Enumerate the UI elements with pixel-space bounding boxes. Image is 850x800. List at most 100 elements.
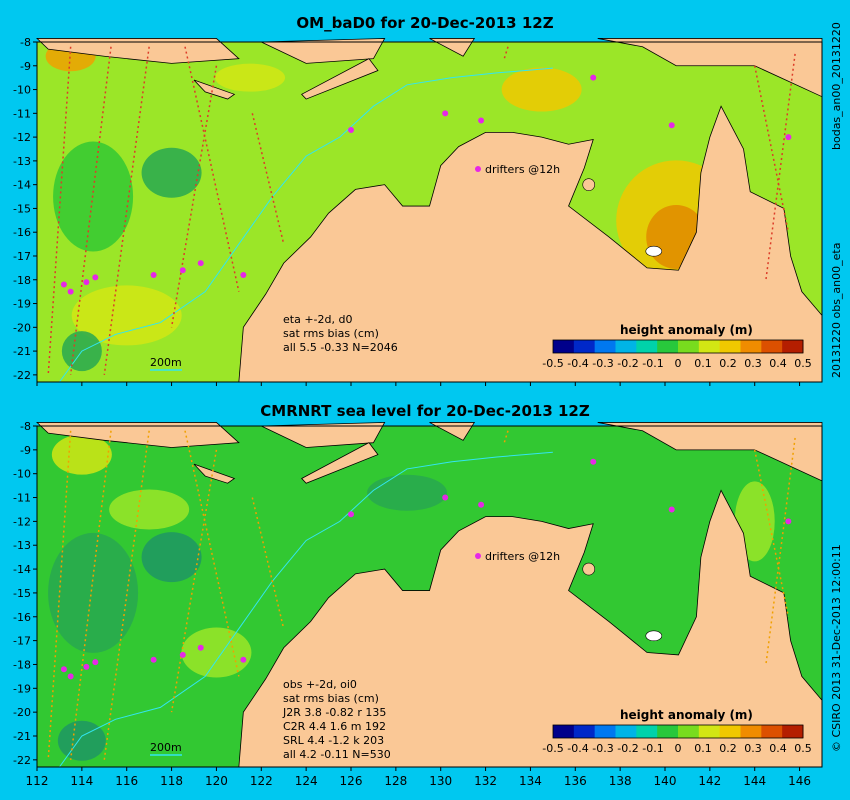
side-label-bottom: © CSIRO 2013 31-Dec-2013 12:00:11 (830, 544, 843, 752)
satellite-track (753, 65, 790, 233)
drifter-marker (442, 494, 449, 501)
side-label-top-upper: bodas_an00_20131220 (830, 22, 843, 150)
satellite-track (170, 449, 218, 713)
drifter-legend-icon (475, 553, 481, 559)
anomaly-region (51, 434, 112, 475)
colorbar-segment (657, 725, 679, 738)
satellite-track (184, 430, 240, 677)
colorbar-segment (698, 725, 721, 738)
colorbar-tick: 0.5 (794, 742, 812, 755)
colorbar-tick: -0.5 (542, 357, 563, 370)
drifter-marker (240, 656, 247, 663)
drifter-marker (179, 267, 186, 274)
lon-label: 132 (474, 774, 497, 788)
lat-label: -13 (13, 539, 31, 552)
lon-label: 138 (609, 774, 632, 788)
colorbar-tick: 0.3 (744, 357, 762, 370)
drifter-marker (60, 281, 67, 288)
panel-title-bottom: CMRNRT sea level for 20-Dec-2013 12Z (260, 402, 590, 420)
lon-label: 140 (654, 774, 677, 788)
stats-line: J2R 3.8 -0.82 r 135 (282, 706, 386, 719)
australia-land (238, 105, 823, 383)
colorbar-segment (636, 725, 658, 738)
lat-label: -16 (13, 226, 31, 239)
drifter-marker (348, 511, 354, 518)
drifter-marker (478, 117, 485, 124)
stats-line: eta +-2d, d0 (283, 313, 352, 326)
lat-label: -12 (13, 131, 31, 144)
island (429, 422, 476, 441)
island (261, 422, 386, 448)
drifter-marker (67, 673, 74, 680)
anomaly-region (215, 63, 286, 92)
lat-label: -21 (13, 730, 31, 743)
anomaly-region (71, 285, 182, 346)
drifter-marker (92, 659, 99, 666)
colorbar-tick: -0.1 (642, 742, 663, 755)
lon-label: 112 (26, 774, 49, 788)
colorbar-segment (573, 725, 596, 738)
stats-line: all 5.5 -0.33 N=2046 (283, 341, 398, 354)
lat-label: -8 (20, 36, 31, 49)
anomaly-region (109, 489, 190, 530)
lat-label: -8 (20, 420, 31, 433)
satellite-track (184, 46, 240, 292)
stats-line: sat rms bias (cm) (283, 327, 379, 340)
lat-label: -19 (13, 682, 31, 695)
colorbar-tick: 0 (675, 357, 682, 370)
lon-label: 144 (743, 774, 766, 788)
drifter-marker (60, 666, 67, 673)
lat-label: -14 (13, 563, 31, 576)
lon-label: 128 (384, 774, 407, 788)
colorbar-segment (615, 725, 637, 738)
lat-label: -22 (13, 754, 31, 767)
stats-line: all 4.2 -0.11 N=530 (283, 748, 391, 761)
lat-label: -18 (13, 658, 31, 671)
lat-label: -10 (13, 468, 31, 481)
mornington-island (645, 630, 663, 642)
lon-label: 114 (70, 774, 93, 788)
lat-label: -13 (13, 155, 31, 168)
lat-label: -11 (13, 107, 31, 120)
island (36, 38, 240, 64)
lat-label: -15 (13, 202, 31, 215)
colorbar-tick: -0.2 (617, 742, 638, 755)
lat-label: -10 (13, 84, 31, 97)
lon-label: 130 (429, 774, 452, 788)
side-label-top-lower: 20131220 obs_an00_eta (830, 242, 843, 378)
island (429, 38, 476, 57)
colorbar-segment (657, 340, 679, 353)
lat-label: -22 (13, 369, 31, 382)
lon-label: 126 (340, 774, 363, 788)
mornington-island (645, 245, 663, 257)
lat-label: -17 (13, 635, 31, 648)
drifters-label: drifters @12h (485, 163, 560, 176)
colorbar-tick: -0.1 (642, 357, 663, 370)
drifter-marker (240, 272, 247, 279)
colorbar-segment (782, 340, 804, 353)
lat-label: -19 (13, 298, 31, 311)
island (597, 38, 823, 98)
lat-label: -20 (13, 321, 31, 334)
drifter-marker (442, 110, 449, 117)
island (301, 442, 379, 484)
colorbar-segment (553, 340, 575, 353)
colorbar-segment (636, 340, 658, 353)
island (261, 38, 386, 64)
anomaly-region (367, 474, 448, 511)
lat-label: -20 (13, 706, 31, 719)
scale-label: 200m (150, 741, 182, 754)
isobath-200m (59, 67, 553, 383)
colorbar-tick: 0.2 (719, 742, 737, 755)
satellite-track (753, 449, 790, 617)
lat-label: -16 (13, 611, 31, 624)
colorbar-segment (594, 340, 616, 353)
colorbar-tick: -0.3 (592, 742, 613, 755)
map-frame (36, 425, 823, 768)
stats-line: sat rms bias (cm) (283, 692, 379, 705)
colorbar-tick: 0.1 (694, 742, 712, 755)
anomaly-region (141, 147, 202, 198)
drifter-legend-icon (475, 166, 481, 172)
